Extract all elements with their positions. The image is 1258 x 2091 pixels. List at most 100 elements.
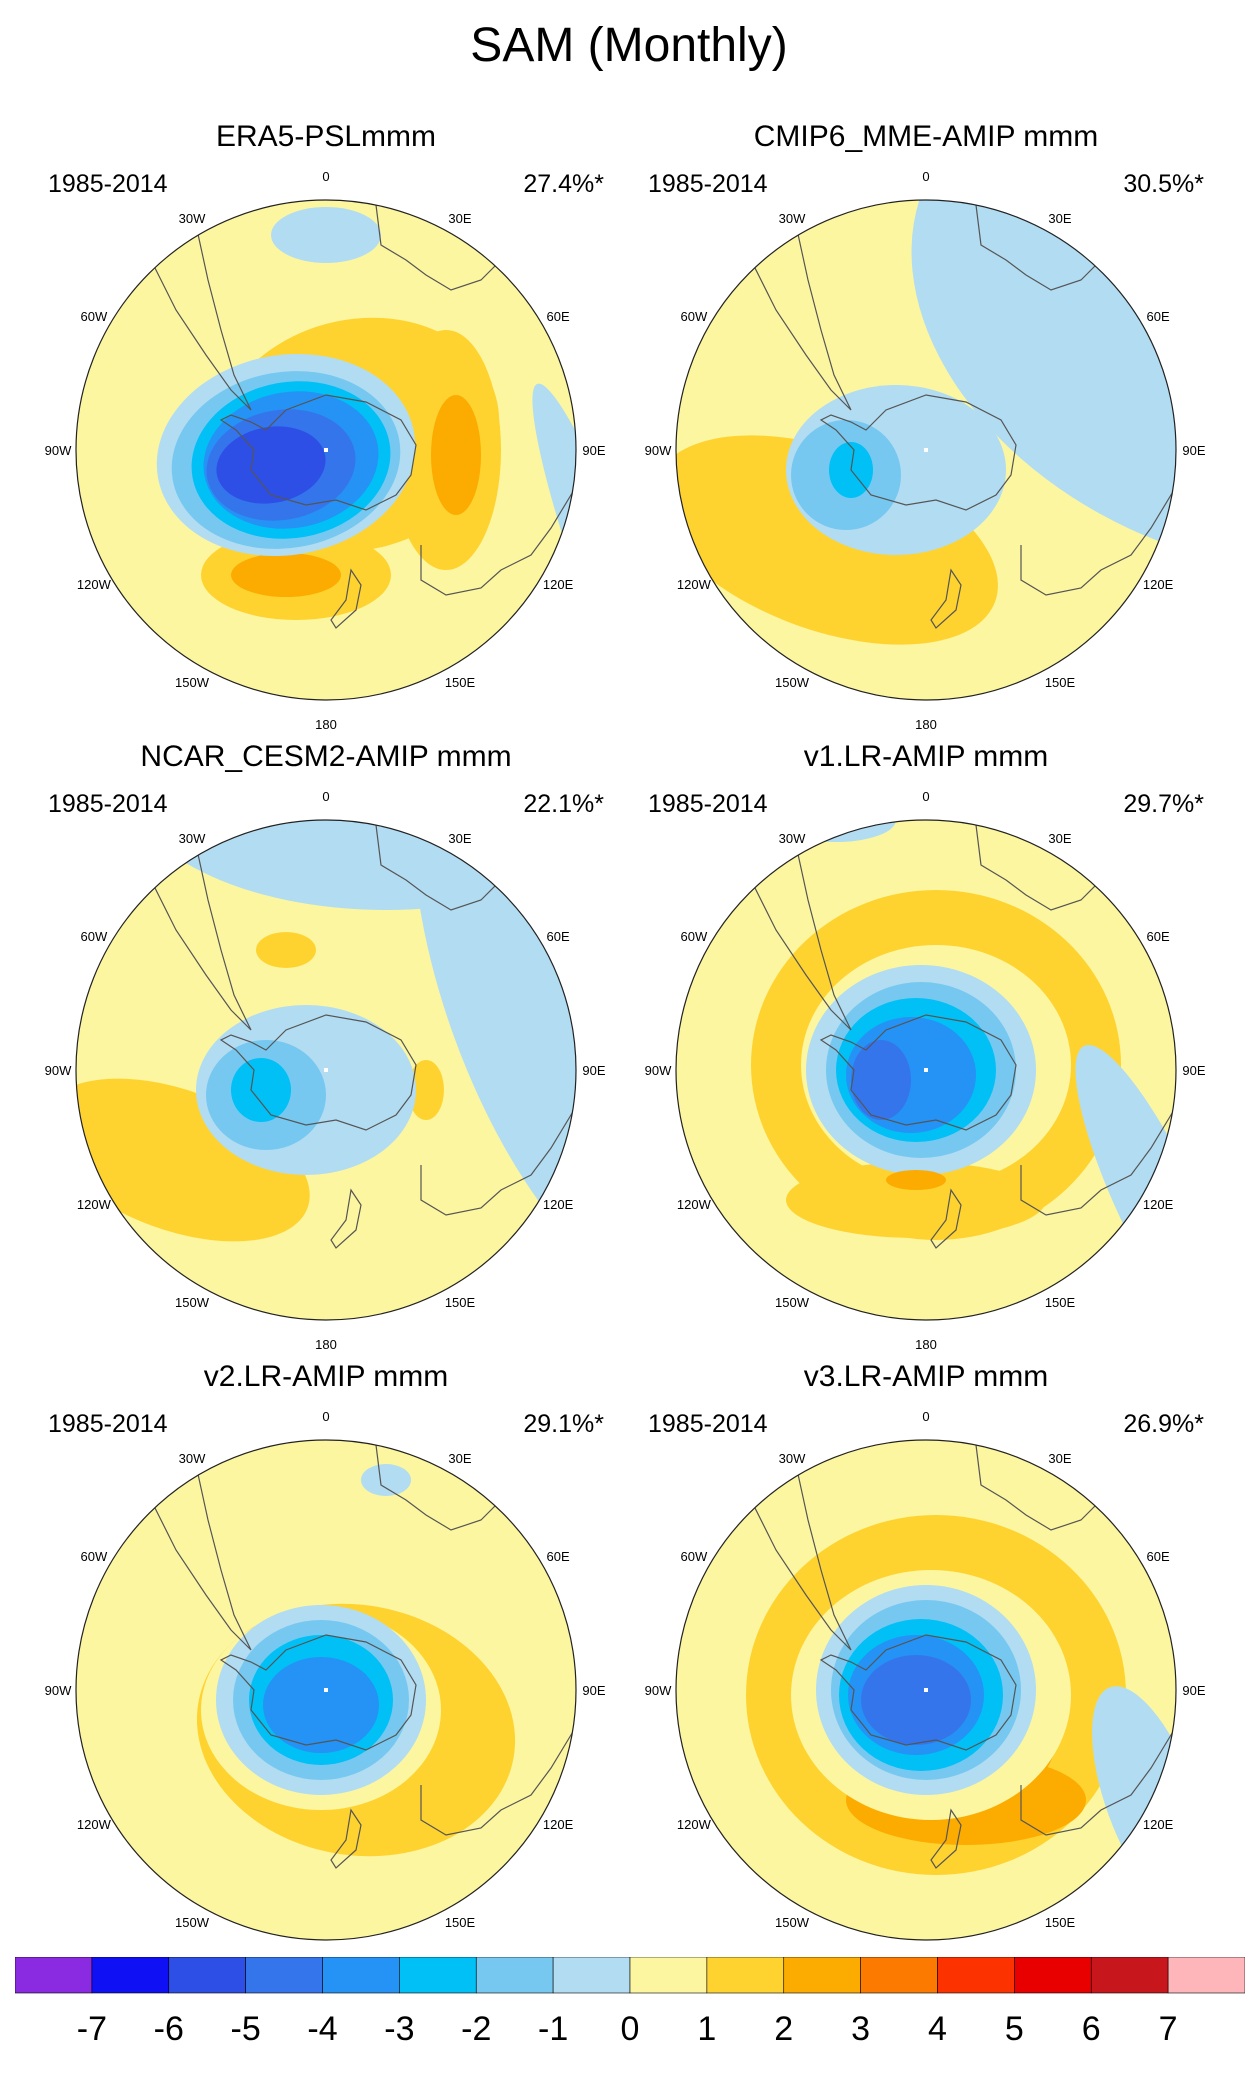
- longitude-label: 150W: [775, 675, 810, 690]
- coastline: [735, 1464, 852, 1651]
- panel-title: ERA5-PSLmmm: [215, 120, 437, 153]
- longitude-label: 90W: [645, 1683, 672, 1698]
- colorbar-tick-label: -4: [307, 2010, 338, 2048]
- longitude-label: 150E: [1045, 675, 1076, 690]
- coastline: [819, 1634, 1017, 1751]
- colorbar-swatch: [1014, 1957, 1092, 1994]
- panel-period: 1985-2014: [48, 790, 168, 818]
- longitude-label: 90E: [582, 1683, 605, 1698]
- longitude-label: 60E: [547, 309, 570, 324]
- coastlines: [135, 824, 575, 1249]
- longitude-label: 120W: [77, 1197, 112, 1212]
- longitude-label: 90W: [45, 1063, 72, 1078]
- polar-map: 0 30E 60E 90E 120E 150E 180 150W 120W 90W 60W 30W: [645, 169, 1206, 732]
- panel-period: 1985-2014: [48, 1410, 168, 1438]
- longitude-label: 30E: [1048, 211, 1071, 226]
- colorbar-tick-label: 6: [1081, 2010, 1101, 2048]
- pole-marker: [924, 448, 928, 452]
- longitude-label: 60E: [1147, 1549, 1170, 1564]
- longitude-label: 60E: [1147, 309, 1170, 324]
- coastlines: [735, 1444, 1175, 1869]
- colorbar-labels: -7 -6 -5 -4 -3 -2 -1 0 1 2 3 4 5 6 7: [15, 2010, 1245, 2060]
- longitude-label: 150W: [175, 1915, 210, 1930]
- contour-fill: [676, 1440, 1176, 1940]
- longitude-label: 0: [922, 1409, 929, 1424]
- longitude-label: 30W: [779, 211, 806, 226]
- longitude-label: 180: [915, 717, 937, 732]
- colorbar-swatch: [629, 1957, 708, 1994]
- longitude-label: 90W: [645, 1063, 672, 1078]
- colorbar-swatch: [475, 1957, 554, 1994]
- longitude-label: 90E: [1182, 1683, 1205, 1698]
- longitude-label: 30W: [779, 831, 806, 846]
- panel-variance: 26.9%*: [1123, 1410, 1204, 1438]
- panel-period: 1985-2014: [648, 790, 768, 818]
- coastlines: [735, 204, 1175, 629]
- longitude-label: 180: [315, 1337, 337, 1352]
- colorbar-tick-label: -6: [153, 2010, 184, 2048]
- longitude-label: 150W: [775, 1295, 810, 1310]
- coastline: [1020, 1109, 1175, 1216]
- coastline: [135, 1464, 252, 1651]
- contour-fill: [76, 820, 576, 1320]
- longitude-label: 90W: [45, 443, 72, 458]
- coastlines: [735, 824, 1175, 1249]
- contour-region: [361, 1464, 411, 1496]
- longitude-label: 150W: [775, 1915, 810, 1930]
- colorbar-tick-label: 2: [774, 2010, 794, 2048]
- colorbar-tick-label: -3: [384, 2010, 415, 2048]
- longitude-label: 0: [322, 789, 329, 804]
- longitude-label: 150E: [445, 675, 476, 690]
- pole-marker: [324, 448, 328, 452]
- colorbar-swatch: [168, 1957, 246, 1994]
- longitude-label: 60W: [681, 309, 708, 324]
- colorbar-tick-label: -7: [76, 2010, 107, 2048]
- longitude-label: 180: [315, 717, 337, 732]
- coastline: [819, 394, 1017, 511]
- colorbar-tick-label: 7: [1158, 2010, 1178, 2048]
- panel-title: v1.LR-AMIP mmm: [803, 740, 1049, 773]
- longitude-label: 90E: [582, 443, 605, 458]
- longitude-label: 30W: [179, 1451, 206, 1466]
- longitude-label: 0: [922, 169, 929, 184]
- longitude-label: 120E: [1143, 1197, 1174, 1212]
- panel-title: v3.LR-AMIP mmm: [803, 1360, 1049, 1393]
- map-panel-cmip6: CMIP6_MME-AMIP mmm 1985-2014 30.5%* 0 30E…: [626, 120, 1226, 740]
- longitude-label: 90E: [582, 1063, 605, 1078]
- contour-region: [271, 207, 381, 263]
- coastlines: [135, 204, 575, 629]
- map-border: [75, 199, 577, 701]
- longitude-label: 30E: [448, 1451, 471, 1466]
- panel-period: 1985-2014: [648, 170, 768, 198]
- panel-variance: 27.4%*: [523, 170, 604, 198]
- colorbar-swatch: [552, 1957, 631, 1994]
- colorbar-tick-label: 1: [697, 2010, 717, 2048]
- contour-region: [911, 200, 1176, 571]
- colorbar-tick-label: 3: [851, 2010, 871, 2048]
- longitude-label: 90W: [45, 1683, 72, 1698]
- longitude-label: 120W: [77, 577, 112, 592]
- colorbar-swatch: [783, 1957, 861, 1994]
- colorbar-swatch: [399, 1957, 477, 1994]
- longitude-label: 30E: [448, 211, 471, 226]
- longitude-label: 60E: [547, 1549, 570, 1564]
- coastline: [330, 1808, 362, 1869]
- map-border: [75, 819, 577, 1321]
- map-panel-v2: v2.LR-AMIP mmm 1985-2014 29.1%* 0 30E 60E 9…: [26, 1360, 626, 1980]
- coastline: [930, 568, 962, 629]
- colorbar-tick-label: -2: [461, 2010, 492, 2048]
- colorbar: [15, 1957, 1245, 1994]
- contour-fill: [76, 1440, 576, 1940]
- longitude-label: 30W: [179, 211, 206, 226]
- coastlines: [135, 1444, 575, 1869]
- longitude-label: 120W: [77, 1817, 112, 1832]
- coastline: [930, 1808, 962, 1869]
- longitude-label: 90E: [1182, 443, 1205, 458]
- colorbar-swatch: [1167, 1957, 1245, 1994]
- pole-marker: [324, 1068, 328, 1072]
- longitude-label: 120W: [677, 1817, 712, 1832]
- map-panel-era5: ERA5-PSLmmm 1985-2014 27.4%* 0 30E 60E 90E 1…: [26, 120, 626, 740]
- contour-fill: [676, 820, 1176, 1320]
- map-border: [675, 199, 1177, 701]
- contour-region: [263, 1657, 379, 1753]
